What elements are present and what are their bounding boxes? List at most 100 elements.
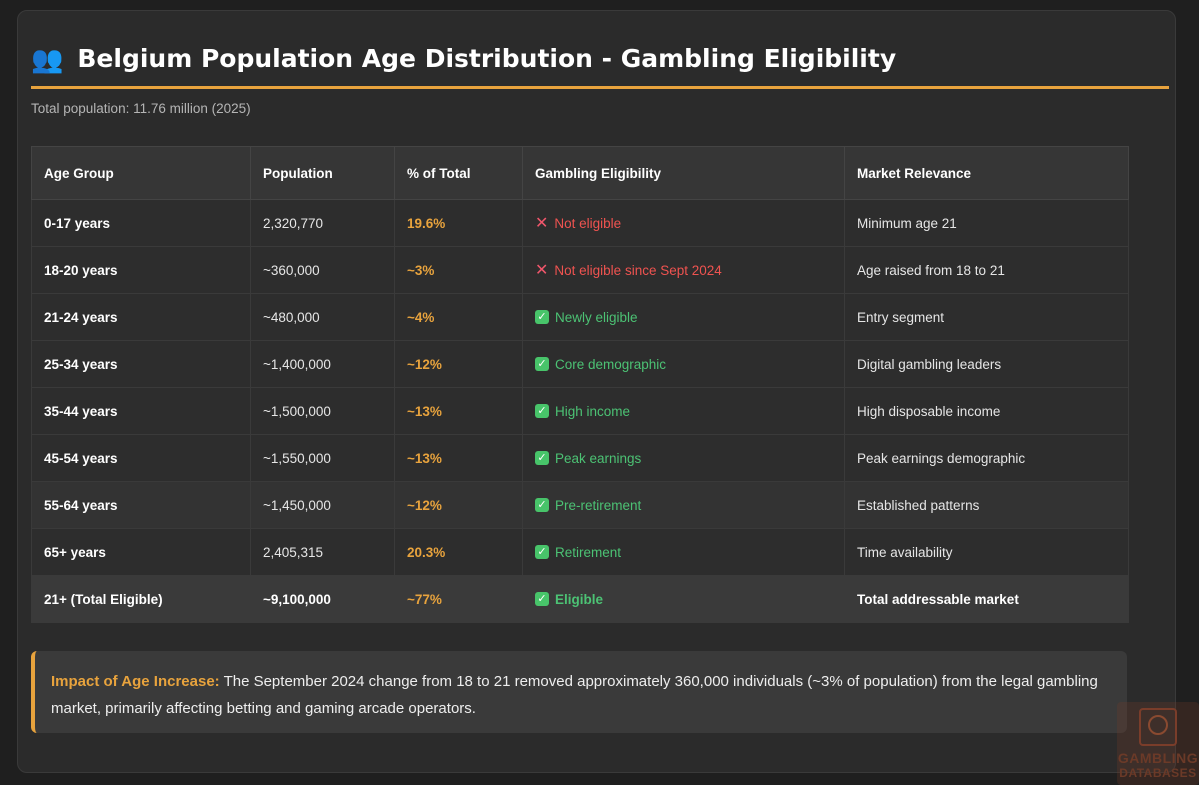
percent-cell: ~12% — [394, 481, 523, 529]
column-header-percent: % of Total — [394, 146, 523, 200]
cross-icon: ✕ — [535, 215, 549, 232]
eligibility-cell: ✓ Peak earnings — [522, 434, 845, 482]
market-relevance-cell: Entry segment — [844, 293, 1129, 341]
column-header-population: Population — [250, 146, 395, 200]
eligibility-cell: ✓ Pre-retirement — [522, 481, 845, 529]
eligibility-label: Not eligible since Sept 2024 — [554, 262, 722, 278]
eligibility-cell: ✕ Not eligible — [522, 199, 845, 247]
check-icon: ✓ — [535, 357, 549, 371]
table-row: 21-24 years ~480,000 ~4% ✓ Newly eligible Ent… — [31, 293, 1129, 341]
age-group-cell: 65+ years — [31, 528, 251, 576]
age-group-cell: 0-17 years — [31, 199, 251, 247]
table-header-row: Age Group Population % of Total Gambling… — [31, 146, 1129, 200]
impact-note: Impact of Age Increase: The September 20… — [31, 651, 1127, 733]
eligibility-status: ✓ High income — [535, 404, 832, 419]
column-header-market-relevance: Market Relevance — [844, 146, 1129, 200]
column-header-eligibility: Gambling Eligibility — [522, 146, 845, 200]
age-group-cell: 45-54 years — [31, 434, 251, 482]
eligibility-status: ✕ Not eligible since Sept 2024 — [535, 260, 832, 280]
eligibility-cell: ✓ Core demographic — [522, 340, 845, 388]
eligibility-status: ✓ Newly eligible — [535, 310, 832, 325]
table-row: 65+ years 2,405,315 20.3% ✓ Retirement Time a… — [31, 528, 1129, 576]
market-relevance-cell: Total addressable market — [844, 575, 1129, 623]
age-group-cell: 25-34 years — [31, 340, 251, 388]
eligibility-label: High income — [555, 403, 631, 419]
eligibility-status: ✕ Not eligible — [535, 213, 832, 233]
percent-cell: 20.3% — [394, 528, 523, 576]
age-group-cell: 21+ (Total Eligible) — [31, 575, 251, 623]
page-header: 👥 Belgium Population Age Distribution - … — [31, 36, 1169, 89]
population-cell: ~1,400,000 — [250, 340, 395, 388]
percent-cell: 19.6% — [394, 199, 523, 247]
check-icon: ✓ — [535, 310, 549, 324]
population-cell: 2,405,315 — [250, 528, 395, 576]
percent-cell: ~13% — [394, 434, 523, 482]
table-row: 18-20 years ~360,000 ~3% ✕ Not eligible sinc… — [31, 246, 1129, 294]
market-relevance-cell: High disposable income — [844, 387, 1129, 435]
eligibility-cell: ✕ Not eligible since Sept 2024 — [522, 246, 845, 294]
table-row: 35-44 years ~1,500,000 ~13% ✓ High income Hig… — [31, 387, 1129, 435]
population-cell: ~1,500,000 — [250, 387, 395, 435]
watermark-line2: DATABASES — [1119, 766, 1197, 780]
eligibility-cell: ✓ Newly eligible — [522, 293, 845, 341]
check-icon: ✓ — [535, 545, 549, 559]
table-row: 25-34 years ~1,400,000 ~12% ✓ Core demograph… — [31, 340, 1129, 388]
eligibility-label: Newly eligible — [555, 309, 638, 325]
eligibility-label: Peak earnings — [555, 450, 642, 466]
check-icon: ✓ — [535, 498, 549, 512]
population-cell: ~1,550,000 — [250, 434, 395, 482]
eligibility-label: Retirement — [555, 544, 622, 560]
table-body: 0-17 years 2,320,770 19.6% ✕ Not eligible Min… — [31, 199, 1129, 623]
population-cell: 2,320,770 — [250, 199, 395, 247]
eligibility-label: Pre-retirement — [555, 497, 642, 513]
age-group-cell: 35-44 years — [31, 387, 251, 435]
percent-cell: ~4% — [394, 293, 523, 341]
eligibility-label: Not eligible — [554, 215, 622, 231]
impact-note-text: The September 2024 change from 18 to 21 … — [51, 673, 1098, 717]
market-relevance-cell: Age raised from 18 to 21 — [844, 246, 1129, 294]
age-group-cell: 18-20 years — [31, 246, 251, 294]
eligibility-status: ✓ Pre-retirement — [535, 498, 832, 513]
market-relevance-cell: Digital gambling leaders — [844, 340, 1129, 388]
eligibility-label: Eligible — [555, 591, 604, 607]
market-relevance-cell: Established patterns — [844, 481, 1129, 529]
table-row: 0-17 years 2,320,770 19.6% ✕ Not eligible Min… — [31, 199, 1129, 247]
population-cell: ~1,450,000 — [250, 481, 395, 529]
percent-cell: ~12% — [394, 340, 523, 388]
market-relevance-cell: Peak earnings demographic — [844, 434, 1129, 482]
percent-cell: ~3% — [394, 246, 523, 294]
chip-icon — [1139, 708, 1177, 746]
market-relevance-cell: Minimum age 21 — [844, 199, 1129, 247]
population-cell: ~360,000 — [250, 246, 395, 294]
market-relevance-cell: Time availability — [844, 528, 1129, 576]
total-population-subtitle: Total population: 11.76 million (2025) — [31, 101, 251, 116]
eligibility-status: ✓ Retirement — [535, 545, 832, 560]
age-distribution-table: Age Group Population % of Total Gambling… — [31, 146, 1129, 623]
cross-icon: ✕ — [535, 262, 549, 279]
table-row: 45-54 years ~1,550,000 ~13% ✓ Peak earnings P… — [31, 434, 1129, 482]
eligibility-status: ✓ Eligible — [535, 592, 832, 607]
eligibility-status: ✓ Core demographic — [535, 357, 832, 372]
check-icon: ✓ — [535, 592, 549, 606]
watermark-logo: GAMBLING DATABASES — [1117, 702, 1199, 785]
check-icon: ✓ — [535, 404, 549, 418]
eligibility-cell: ✓ Eligible — [522, 575, 845, 623]
people-icon: 👥 — [31, 43, 64, 74]
population-cell: ~9,100,000 — [250, 575, 395, 623]
percent-cell: ~13% — [394, 387, 523, 435]
age-group-cell: 21-24 years — [31, 293, 251, 341]
percent-cell: ~77% — [394, 575, 523, 623]
watermark-line1: GAMBLING — [1117, 750, 1199, 766]
eligibility-label: Core demographic — [555, 356, 667, 372]
page-title: Belgium Population Age Distribution - Ga… — [77, 43, 897, 73]
population-cell: ~480,000 — [250, 293, 395, 341]
eligibility-status: ✓ Peak earnings — [535, 451, 832, 466]
age-group-cell: 55-64 years — [31, 481, 251, 529]
column-header-age-group: Age Group — [31, 146, 251, 200]
table-row: 21+ (Total Eligible) ~9,100,000 ~77% ✓ Eligi… — [31, 575, 1129, 623]
eligibility-cell: ✓ High income — [522, 387, 845, 435]
eligibility-cell: ✓ Retirement — [522, 528, 845, 576]
check-icon: ✓ — [535, 451, 549, 465]
table-row: 55-64 years ~1,450,000 ~12% ✓ Pre-retirement… — [31, 481, 1129, 529]
impact-note-label: Impact of Age Increase: — [51, 673, 220, 690]
